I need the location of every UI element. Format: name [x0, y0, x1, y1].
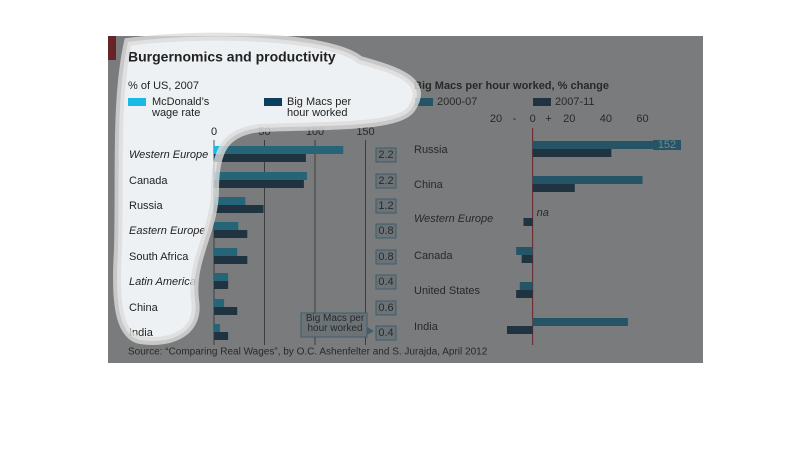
x-tick-label: 20 [490, 113, 502, 125]
category-label: India [129, 327, 154, 339]
x-tick-label: 100 [306, 126, 324, 138]
x-tick-label: 60 [636, 113, 648, 125]
bar [214, 299, 225, 307]
ratio-label: 0.8 [378, 225, 393, 237]
category-label: Western Europe [414, 213, 493, 225]
bar [506, 326, 533, 334]
ratio-label: 2.2 [378, 149, 393, 161]
bar [214, 205, 264, 213]
category-label: Russia [129, 200, 164, 212]
annotation: Big Macs per hour worked [305, 313, 365, 334]
red-tab [108, 36, 116, 60]
bar [214, 197, 246, 205]
legend-swatch [128, 98, 146, 106]
legend-label: 2000-07 [437, 96, 478, 108]
category-label: United States [414, 285, 481, 297]
category-label: Eastern Europe [129, 225, 205, 237]
bar [214, 154, 306, 162]
bar [532, 318, 628, 326]
x-tick-label: 0 [211, 126, 217, 138]
legend-label: McDonald’s wage rate [152, 96, 210, 119]
bar [214, 230, 248, 238]
bar [214, 180, 304, 188]
bar [214, 281, 229, 289]
bar [214, 146, 344, 154]
bar [532, 149, 612, 157]
legend-swatch [415, 98, 433, 106]
title: Burgernomics and productivity [128, 49, 336, 65]
category-label: China [129, 302, 159, 314]
bar [516, 290, 533, 298]
ratio-label: 2.2 [378, 175, 393, 187]
ratio-label: 0.8 [378, 251, 393, 263]
bar [523, 218, 533, 226]
sign-label: + [545, 113, 551, 125]
category-label: Canada [414, 250, 453, 262]
category-label: Western Europe [129, 149, 208, 161]
legend-label: 2007-11 [555, 96, 595, 108]
bar [214, 307, 238, 315]
bar [532, 176, 643, 184]
bar [214, 324, 221, 332]
bar [214, 332, 229, 340]
category-label: Latin America [129, 276, 196, 288]
category-label: Canada [129, 175, 168, 187]
bar [516, 247, 533, 255]
ratio-label: 0.4 [378, 276, 393, 288]
value-label: na [537, 207, 549, 219]
bar [214, 256, 248, 264]
bar [521, 255, 533, 263]
category-label: Russia [414, 144, 449, 156]
value-label: 152 [658, 139, 676, 151]
source: Source: “Comparing Real Wages”, by O.C. … [128, 347, 488, 358]
sign-label: - [513, 113, 517, 125]
bar [214, 248, 238, 256]
ratio-label: 0.4 [378, 327, 393, 339]
bar [214, 172, 307, 180]
x-tick-label: 0 [530, 113, 536, 125]
legend-label: Big Macs per hour worked [287, 96, 352, 119]
x-tick-label: 150 [356, 126, 374, 138]
x-tick-label: 40 [600, 113, 612, 125]
bar [532, 184, 575, 192]
x-tick-label: 50 [258, 126, 270, 138]
ratio-label: 1.2 [378, 200, 393, 212]
bar [519, 282, 533, 290]
bar [214, 273, 229, 281]
legend-swatch [264, 98, 282, 106]
category-label: South Africa [129, 251, 189, 263]
x-tick-label: 20 [563, 113, 575, 125]
category-label: India [414, 321, 439, 333]
bar [214, 222, 239, 230]
subtitle: % of US, 2007 [128, 80, 199, 92]
ratio-label: 0.6 [378, 302, 393, 314]
category-label: China [414, 179, 444, 191]
right-title: Big Macs per hour worked, % change [414, 80, 609, 92]
